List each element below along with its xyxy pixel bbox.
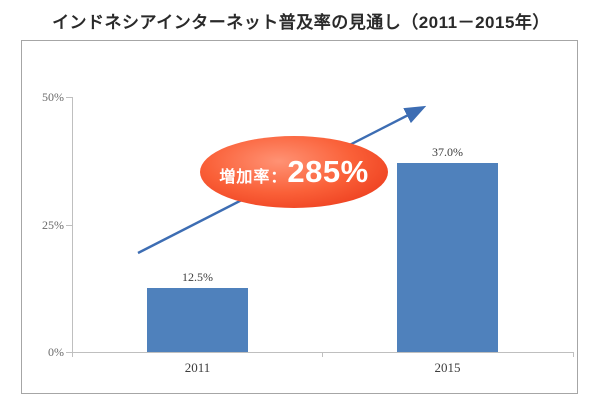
x-label-2015: 2015 <box>434 360 461 375</box>
x-axis-tick-mid <box>322 353 323 357</box>
y-tick-label-0: 0% <box>48 345 64 359</box>
growth-rate-badge: 増加率： 285% <box>200 136 388 208</box>
y-axis-tick-50 <box>66 97 72 98</box>
x-label-2011: 2011 <box>184 360 211 375</box>
growth-rate-label: 増加率： <box>219 169 288 186</box>
y-axis-line <box>72 97 73 353</box>
y-axis-tick-0 <box>66 352 72 353</box>
x-axis-line <box>72 352 574 353</box>
y-axis-tick-25 <box>66 225 72 226</box>
x-axis-tick-left <box>72 353 73 357</box>
data-label-2015: 37.0% <box>432 145 463 159</box>
x-axis-tick-right <box>573 353 574 357</box>
growth-rate-value: 285% <box>287 154 369 189</box>
bar-2011 <box>147 288 248 352</box>
y-tick-label-50: 50% <box>42 90 64 104</box>
y-tick-label-25: 25% <box>42 218 64 232</box>
chart-title: インドネシアインターネット普及率の見通し（2011－2015年） <box>52 13 550 32</box>
data-label-2011: 12.5% <box>182 270 213 284</box>
bar-2015 <box>397 163 498 352</box>
